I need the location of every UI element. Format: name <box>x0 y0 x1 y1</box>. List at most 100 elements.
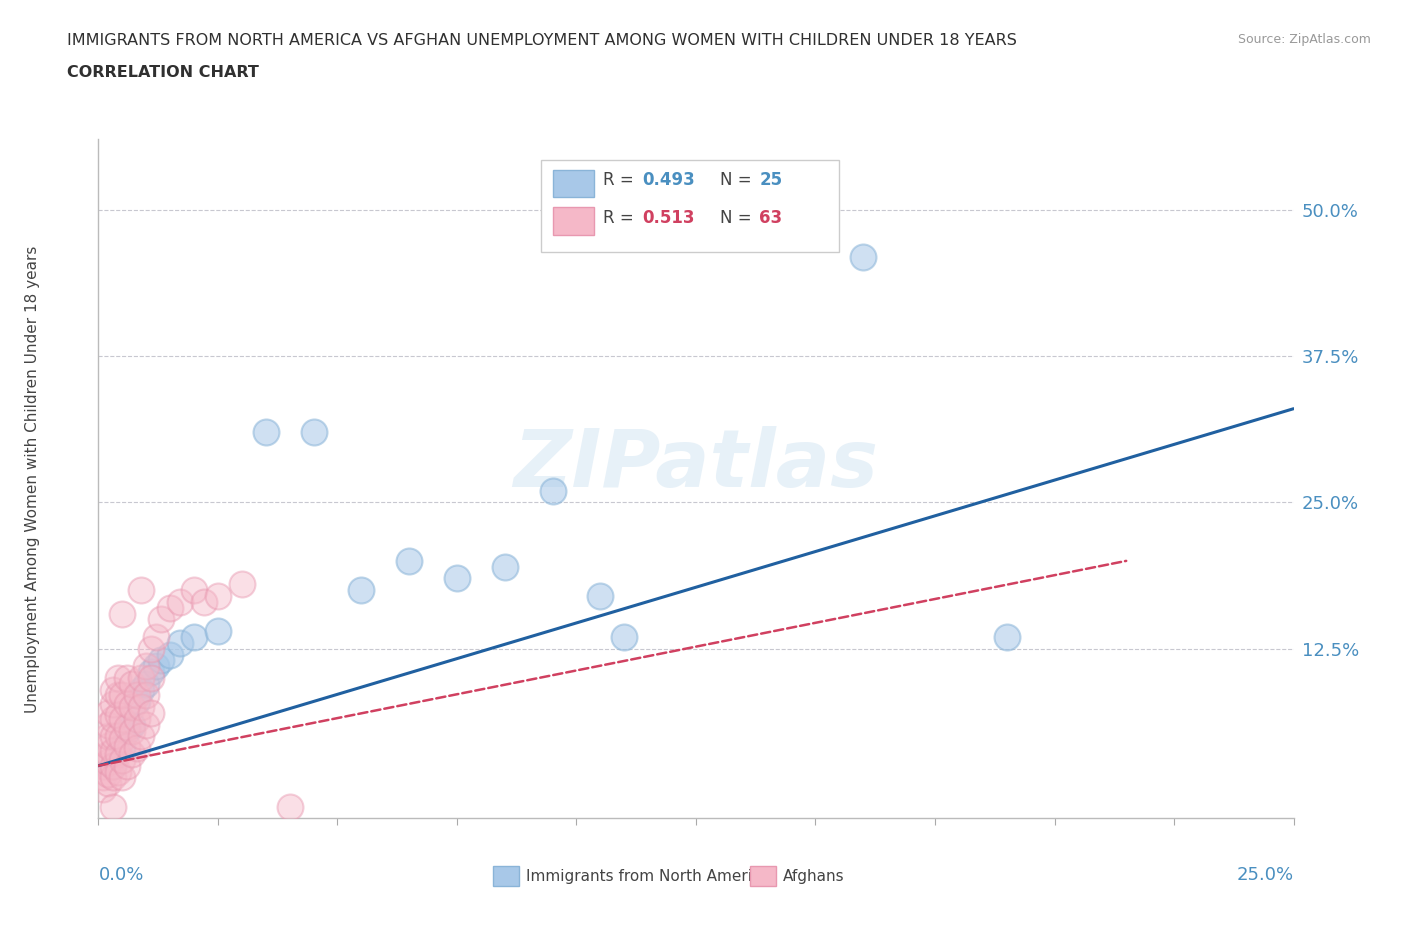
Point <box>115 720 138 735</box>
Point <box>91 770 114 785</box>
Text: 0.513: 0.513 <box>643 208 695 227</box>
Point <box>446 571 468 586</box>
Text: Afghans: Afghans <box>783 869 845 883</box>
Point <box>350 583 373 598</box>
Point <box>494 559 516 574</box>
Point <box>121 724 143 738</box>
Point <box>121 676 143 691</box>
Text: N =: N = <box>720 208 756 227</box>
Text: IMMIGRANTS FROM NORTH AMERICA VS AFGHAN UNEMPLOYMENT AMONG WOMEN WITH CHILDREN U: IMMIGRANTS FROM NORTH AMERICA VS AFGHAN … <box>67 33 1018 47</box>
Point <box>115 738 138 753</box>
Text: Source: ZipAtlas.com: Source: ZipAtlas.com <box>1237 33 1371 46</box>
Text: 0.493: 0.493 <box>643 171 695 189</box>
Text: R =: R = <box>603 208 638 227</box>
Point <box>135 717 157 732</box>
Point <box>131 671 153 685</box>
Point <box>159 647 181 662</box>
Point <box>111 731 134 746</box>
Text: Immigrants from North America: Immigrants from North America <box>526 869 770 883</box>
Point <box>139 671 162 685</box>
Point <box>107 729 129 744</box>
Point <box>101 758 124 773</box>
Point <box>995 630 1018 644</box>
Point <box>107 688 129 703</box>
Point <box>101 697 124 711</box>
Point <box>398 553 420 568</box>
Point <box>169 635 191 650</box>
Text: 63: 63 <box>759 208 782 227</box>
Point <box>125 740 148 755</box>
Point <box>145 630 167 644</box>
Text: Unemployment Among Women with Children Under 18 years: Unemployment Among Women with Children U… <box>25 246 41 712</box>
FancyBboxPatch shape <box>553 170 595 197</box>
Point <box>97 729 120 744</box>
Point <box>97 706 120 721</box>
Point <box>91 782 114 797</box>
Point <box>125 688 148 703</box>
Point <box>101 743 124 758</box>
Point <box>207 589 229 604</box>
Point <box>111 740 134 755</box>
Point <box>121 717 143 732</box>
Point <box>107 764 129 779</box>
Point <box>101 799 124 814</box>
Point <box>149 653 172 668</box>
Point <box>278 799 301 814</box>
Point <box>115 697 138 711</box>
Point <box>97 776 120 790</box>
Point <box>115 671 138 685</box>
Point <box>139 665 162 680</box>
Point <box>101 683 124 698</box>
Point <box>97 717 120 732</box>
Point <box>183 583 205 598</box>
Point <box>231 577 253 591</box>
Point <box>111 752 134 767</box>
Text: 25.0%: 25.0% <box>1236 866 1294 884</box>
Point <box>111 688 134 703</box>
Point <box>97 738 120 753</box>
Point <box>207 624 229 639</box>
Point <box>149 612 172 627</box>
Point <box>131 729 153 744</box>
Point <box>107 671 129 685</box>
Point <box>135 676 157 691</box>
Point <box>91 758 114 773</box>
Point <box>159 600 181 615</box>
Point <box>101 711 124 726</box>
Point <box>107 747 129 762</box>
Point <box>131 683 153 698</box>
Point <box>302 425 325 440</box>
Point <box>115 724 138 738</box>
Point <box>111 770 134 785</box>
Point <box>97 747 120 762</box>
Point <box>139 642 162 657</box>
Point <box>101 729 124 744</box>
Point <box>852 249 875 264</box>
Point <box>589 589 612 604</box>
Point <box>121 747 143 762</box>
FancyBboxPatch shape <box>553 207 595 234</box>
Text: R =: R = <box>603 171 638 189</box>
Point <box>97 766 120 781</box>
Point <box>541 484 564 498</box>
Point <box>145 658 167 673</box>
Point <box>107 708 129 723</box>
Point <box>183 630 205 644</box>
Point <box>91 752 114 767</box>
Point <box>135 688 157 703</box>
Point <box>111 606 134 621</box>
Point <box>101 758 124 773</box>
Point <box>193 594 215 609</box>
Point <box>169 594 191 609</box>
Point <box>135 658 157 673</box>
Text: N =: N = <box>720 171 756 189</box>
Point <box>97 755 120 770</box>
Point <box>115 758 138 773</box>
Point <box>139 706 162 721</box>
Point <box>613 630 636 644</box>
Point <box>125 711 148 726</box>
Text: 0.0%: 0.0% <box>98 866 143 884</box>
Point <box>131 583 153 598</box>
Text: 25: 25 <box>759 171 782 189</box>
Point <box>101 770 124 785</box>
